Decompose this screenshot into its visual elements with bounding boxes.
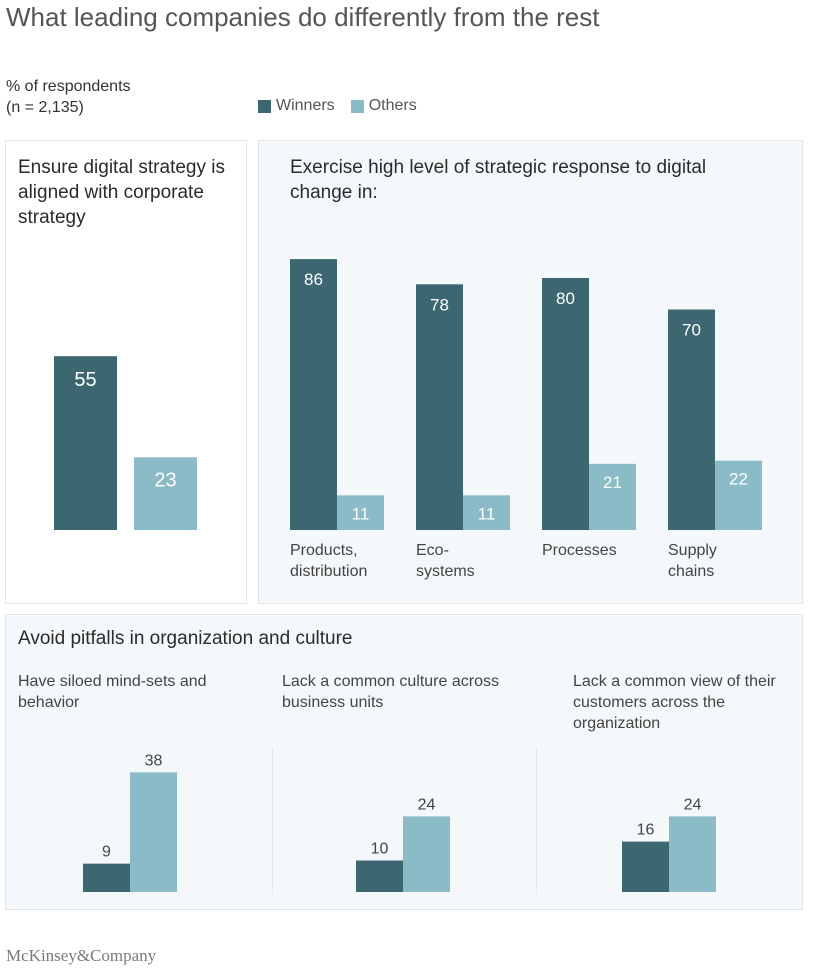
pitfall-subtitle-customers: Lack a common view of their customers ac… — [573, 673, 776, 732]
category-label-supply-chains: Supply chains — [668, 542, 717, 580]
data-label-pitfall-culture-others: 24 — [418, 796, 436, 813]
pitfall-subtitle-siloed: Have siloed mind-sets and behavior — [18, 673, 207, 711]
bar-response-ecosystems-others — [463, 495, 510, 530]
data-label-response-products-winners: 86 — [304, 270, 323, 289]
bar-response-processes-others — [589, 463, 636, 530]
legend-item-others: Others — [350, 97, 417, 115]
bar-pitfall-customers-winners — [622, 841, 669, 892]
sample-size-label: (n = 2,135) — [6, 99, 84, 116]
data-label-response-ecosystems-winners: 78 — [430, 295, 449, 314]
pitfall-subtitle-culture: Lack a common culture across business un… — [282, 673, 499, 711]
pitfalls-panel-title: Avoid pitfalls in organization and cultu… — [18, 628, 353, 649]
bar-response-supply-chains-winners — [668, 309, 715, 530]
response-panel-title: Exercise high level of strategic respons… — [290, 157, 707, 203]
category-label-ecosystems: Eco-systems — [416, 542, 475, 580]
legend-label-winners: Winners — [276, 97, 335, 114]
data-label-pitfall-culture-winners: 10 — [371, 841, 389, 858]
bar-response-products-winners — [290, 259, 337, 530]
legend-swatch-others — [350, 99, 364, 113]
bar-response-products-others — [337, 495, 384, 530]
page-title: What leading companies do differently fr… — [6, 2, 600, 32]
bar-alignment-others — [134, 457, 197, 530]
bar-response-supply-chains-others — [715, 460, 762, 530]
alignment-panel — [5, 140, 247, 604]
unit-label-text: % of respondents — [6, 78, 131, 95]
bar-pitfall-customers-others — [669, 816, 716, 892]
data-label-pitfall-siloed-winners: 9 — [102, 844, 111, 861]
data-label-response-supply-chains-others: 22 — [729, 470, 748, 489]
category-label-processes: Processes — [542, 542, 617, 559]
data-label-pitfall-customers-others: 24 — [684, 796, 702, 813]
data-label-response-supply-chains-winners: 70 — [682, 321, 701, 340]
data-label-pitfall-customers-winners: 16 — [637, 822, 655, 839]
pitfall-divider-2 — [536, 748, 537, 894]
data-label-pitfall-siloed-others: 38 — [145, 752, 163, 769]
bar-pitfall-siloed-winners — [83, 863, 130, 892]
data-label-response-processes-winners: 80 — [556, 289, 575, 308]
pitfall-divider-1 — [272, 748, 273, 894]
bar-alignment-winners — [54, 356, 117, 530]
legend-swatch-winners — [258, 99, 271, 113]
data-label-response-ecosystems-others: 11 — [478, 504, 496, 523]
data-label-response-processes-others: 21 — [603, 473, 622, 492]
alignment-panel-title: Ensure digital strategy is aligned with … — [18, 157, 225, 228]
bar-response-ecosystems-winners — [416, 284, 463, 530]
bar-pitfall-siloed-others — [130, 772, 177, 892]
category-label-products: Products, distribution — [290, 542, 367, 580]
legend: Winners Others — [258, 97, 433, 115]
company-logo: McKinsey&Company — [6, 946, 157, 965]
bar-pitfall-culture-winners — [356, 860, 403, 892]
legend-item-winners: Winners — [258, 97, 335, 115]
data-label-alignment-others: 23 — [154, 469, 176, 491]
bar-response-processes-winners — [542, 278, 589, 530]
legend-label-others: Others — [368, 97, 417, 114]
data-label-response-products-others: 11 — [352, 504, 370, 523]
bar-pitfall-culture-others — [403, 816, 450, 892]
data-label-alignment-winners: 55 — [74, 369, 96, 391]
unit-label: % of respondents (n = 2,135) — [6, 76, 131, 118]
